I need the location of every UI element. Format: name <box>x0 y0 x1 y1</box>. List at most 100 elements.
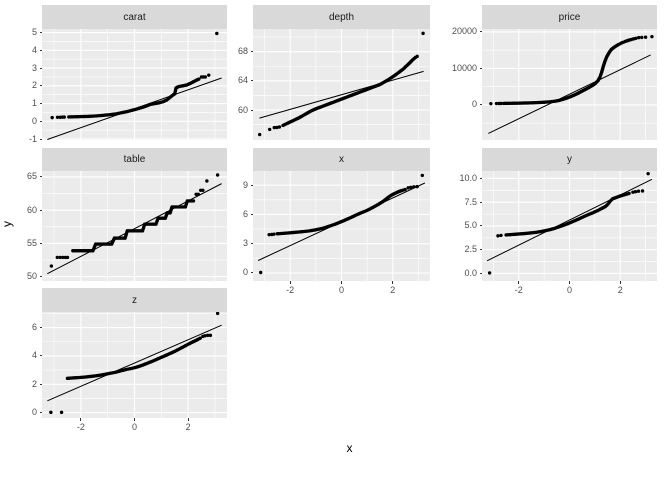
y-tick-label: 6 <box>31 322 37 333</box>
y-tick-mark <box>39 276 42 278</box>
y-tick-label: 7.5 <box>464 196 477 207</box>
panel-grid <box>482 29 657 140</box>
y-tick-label: 3 <box>31 62 37 73</box>
panel-grid <box>42 29 227 140</box>
x-tick-mark <box>134 418 135 421</box>
x-tick-mark <box>518 281 520 284</box>
x-tick-mark <box>289 281 291 284</box>
y-tick-label: 50 <box>26 271 37 282</box>
x-tick-label: 2 <box>185 422 191 432</box>
x-tick-mark <box>619 281 621 284</box>
y-tick-label: 9 <box>242 179 248 190</box>
y-tick-mark <box>39 209 42 211</box>
x-tick-mark <box>569 281 570 284</box>
facet-strip-depth: depth <box>253 5 430 29</box>
x-tick-label: -2 <box>514 285 523 295</box>
x-tick-label: 2 <box>617 285 623 295</box>
y-tick-label: 0 <box>31 407 37 418</box>
facet-strip-carat: carat <box>42 5 227 29</box>
facet-strip-table: table <box>42 148 227 171</box>
y-tick-mark <box>39 85 42 87</box>
qq-points <box>487 171 650 275</box>
panel-grid <box>253 171 430 281</box>
y-tick-mark <box>39 176 42 178</box>
y-axis-title: y <box>0 221 14 227</box>
y-tick-label: 10000 <box>451 62 477 73</box>
facet-panel-x <box>253 171 430 281</box>
x-tick-mark <box>341 281 342 284</box>
x-tick-mark <box>187 418 189 421</box>
y-tick-label: 2 <box>31 80 37 91</box>
panel-grid <box>253 29 430 140</box>
qq-points <box>49 312 220 415</box>
qq-points <box>257 31 425 137</box>
facet-strip-label: x <box>339 154 344 165</box>
y-tick-label: -1 <box>28 133 37 144</box>
y-tick-mark <box>39 327 42 329</box>
y-tick-mark <box>479 225 482 227</box>
y-tick-mark <box>39 242 42 244</box>
y-tick-label: 3 <box>242 238 248 249</box>
y-tick-mark <box>250 213 253 215</box>
y-tick-mark <box>39 67 42 69</box>
y-tick-mark <box>250 109 253 111</box>
x-tick-label: -2 <box>76 422 85 432</box>
facet-strip-label: carat <box>123 11 146 23</box>
y-tick-label: 64 <box>237 75 248 86</box>
y-tick-mark <box>479 67 482 69</box>
y-tick-mark <box>479 272 482 274</box>
y-tick-label: 0.0 <box>464 267 477 278</box>
facet-panel-depth <box>253 29 430 140</box>
y-tick-mark <box>479 201 482 203</box>
y-tick-mark <box>250 80 253 82</box>
x-tick-label: 0 <box>338 285 344 295</box>
x-tick-mark <box>80 418 82 421</box>
qq-line <box>47 324 222 402</box>
y-tick-mark <box>39 412 42 414</box>
y-tick-label: 1 <box>31 98 37 109</box>
facet-strip-label: depth <box>328 11 355 23</box>
qq-points <box>489 34 654 106</box>
x-tick-label: 0 <box>131 422 137 432</box>
y-tick-mark <box>250 272 253 274</box>
y-tick-label: 10.0 <box>459 172 477 183</box>
y-tick-mark <box>39 138 42 140</box>
y-tick-label: 5.0 <box>464 220 477 231</box>
panel-grid <box>482 171 657 281</box>
y-tick-mark <box>250 51 253 53</box>
facet-panel-z <box>42 312 227 418</box>
x-tick-label: 0 <box>566 285 572 295</box>
facet-panel-price <box>482 29 657 140</box>
x-tick-label: 2 <box>390 285 396 295</box>
y-tick-label: 4 <box>31 44 37 55</box>
y-tick-label: 2 <box>31 378 37 389</box>
y-tick-mark <box>250 184 253 186</box>
y-tick-mark <box>39 383 42 385</box>
y-tick-label: 4 <box>31 350 37 361</box>
facet-strip-price: price <box>482 5 657 29</box>
qq-points <box>50 31 219 120</box>
y-tick-label: 68 <box>237 46 248 57</box>
y-tick-mark <box>39 120 42 122</box>
y-tick-mark <box>39 32 42 34</box>
facet-strip-y: y <box>482 148 657 171</box>
y-tick-label: 60 <box>26 204 37 215</box>
y-tick-label: 0 <box>471 99 477 110</box>
facet-strip-label: table <box>123 154 146 165</box>
facet-strip-label: y <box>567 154 572 165</box>
y-tick-label: 0 <box>31 115 37 126</box>
qq-points <box>258 173 425 275</box>
y-tick-label: 65 <box>26 171 37 182</box>
y-tick-label: 6 <box>242 208 248 219</box>
qq-line <box>259 70 424 119</box>
y-tick-mark <box>479 31 482 33</box>
y-tick-mark <box>250 243 253 245</box>
x-tick-mark <box>392 281 394 284</box>
panel-grid <box>42 312 227 418</box>
x-axis-title: x <box>346 441 353 455</box>
qq-line <box>488 54 651 134</box>
y-tick-label: 20000 <box>451 26 477 37</box>
facet-strip-z: z <box>42 288 227 312</box>
x-tick-label: -2 <box>286 285 295 295</box>
